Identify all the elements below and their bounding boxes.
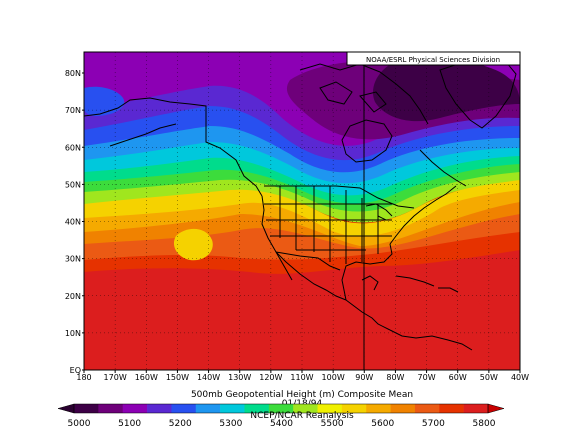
colorbar-label: 5400 xyxy=(270,419,293,429)
contour-4950 xyxy=(84,104,520,173)
lat-label: 30N xyxy=(65,255,81,264)
contour-5100 xyxy=(84,140,520,196)
coastlines-and-borders xyxy=(84,59,517,351)
lon-label: 150W xyxy=(166,373,189,382)
lon-label: 130W xyxy=(228,373,251,382)
caption-source: NCEP/NCAR Reanalysis xyxy=(250,411,354,421)
lat-label: 70N xyxy=(65,106,81,115)
colorbar-swatch xyxy=(147,404,172,413)
lat-label: 40N xyxy=(65,218,81,227)
colorbar-swatch xyxy=(74,404,99,413)
colorbar-swatch xyxy=(98,404,124,413)
east-coast xyxy=(389,185,457,245)
lon-label: 160W xyxy=(135,373,158,382)
colorbar-labels: 5000 5100 5200 5300 5400 5500 5600 5700 5800 xyxy=(68,419,496,429)
lat-label: 10N xyxy=(65,329,81,338)
colorbar-swatch xyxy=(414,404,440,413)
lon-label: 40W xyxy=(511,373,529,382)
lon-label: 170W xyxy=(104,373,127,382)
colorbar-label: 5100 xyxy=(118,419,141,429)
colorbar-swatch xyxy=(341,404,367,413)
lat-label: 20N xyxy=(65,292,81,301)
lon-label: 110W xyxy=(290,373,313,382)
yellow-blob-pacific xyxy=(173,228,213,261)
blue-blob-west xyxy=(84,86,125,116)
aleutian-chain xyxy=(109,123,177,147)
labrador-coast xyxy=(419,149,467,187)
lon-label: 120W xyxy=(259,373,282,382)
colorbar-swatch xyxy=(366,404,391,413)
colorbar-swatch xyxy=(122,404,148,413)
south-america-coast xyxy=(389,329,473,351)
colorbar-label: 5000 xyxy=(68,419,91,429)
lat-label: 50N xyxy=(65,180,81,189)
central-america xyxy=(345,299,391,331)
us-state-grid xyxy=(264,186,392,264)
hudson-bay xyxy=(341,119,393,163)
colorbar-swatch xyxy=(293,404,318,413)
lat-label: 60N xyxy=(65,143,81,152)
longitude-labels: 180 170W 160W 150W 140W 130W 120W 110W 100W 90W 80… xyxy=(76,370,529,382)
contour-5600 xyxy=(84,188,520,246)
alaska-coast xyxy=(84,97,263,197)
credit-text: NOAA/ESRL Physical Sciences Division xyxy=(366,56,500,64)
lon-label: 100W xyxy=(322,373,345,382)
colorbar xyxy=(57,403,505,414)
lat-label: 80N xyxy=(65,69,81,78)
west-coast xyxy=(261,195,347,301)
contour-5750 xyxy=(84,232,520,274)
lon-label: 140W xyxy=(197,373,220,382)
colorbar-frame xyxy=(73,403,489,414)
colorbar-swatch xyxy=(439,404,464,413)
hispaniola xyxy=(438,287,459,293)
yucatan xyxy=(361,275,379,291)
red-blob-atlantic xyxy=(473,264,520,315)
latitude-labels: 80N 70N 60N 50N 40N 30N 20N 10N EQ xyxy=(65,69,84,375)
colorbar-swatch xyxy=(317,404,343,413)
lon-label: 60W xyxy=(449,373,467,382)
lon-label: 80W xyxy=(386,373,404,382)
lat-label: EQ xyxy=(70,366,81,375)
contour-4900 xyxy=(84,83,520,161)
great-lakes xyxy=(365,203,393,221)
colorbar-label: 5600 xyxy=(371,419,394,429)
lon-label: 50W xyxy=(480,373,498,382)
colorbar-label: 5800 xyxy=(473,419,496,429)
gulf-coast xyxy=(341,243,393,301)
lon-label: 70W xyxy=(418,373,436,382)
caption-title: 500mb Geopotential Height (m) Composite … xyxy=(191,390,413,400)
contour-5300 xyxy=(84,162,520,212)
contour-5800 xyxy=(84,244,520,370)
colorbar-swatch xyxy=(171,404,197,413)
mexico-border xyxy=(275,251,341,271)
colorbar-swatch xyxy=(244,404,270,413)
contour-5000 xyxy=(84,124,520,184)
colorbar-label: 5200 xyxy=(169,419,192,429)
contour-5200 xyxy=(84,154,520,204)
lon-label: 90W xyxy=(355,373,373,382)
height-field-contours xyxy=(84,52,520,370)
colorbar-swatch xyxy=(220,404,245,413)
colorbar-label: 5700 xyxy=(422,419,445,429)
colorbar-swatch xyxy=(463,404,489,413)
credit-box xyxy=(346,51,521,66)
colorbar-label: 5300 xyxy=(219,419,242,429)
colorbar-swatch xyxy=(390,404,416,413)
us-canada-border xyxy=(264,185,415,209)
arctic-islands xyxy=(299,63,429,125)
colorbar-swatch xyxy=(268,404,294,413)
lon-label: 180 xyxy=(76,373,91,382)
baja xyxy=(275,251,293,281)
colorbar-label: 5500 xyxy=(321,419,344,429)
colorbar-swatch xyxy=(195,404,221,413)
colorbar-right-arrow xyxy=(487,403,505,414)
cuba xyxy=(395,275,435,287)
colorbar-left-arrow xyxy=(57,403,75,414)
